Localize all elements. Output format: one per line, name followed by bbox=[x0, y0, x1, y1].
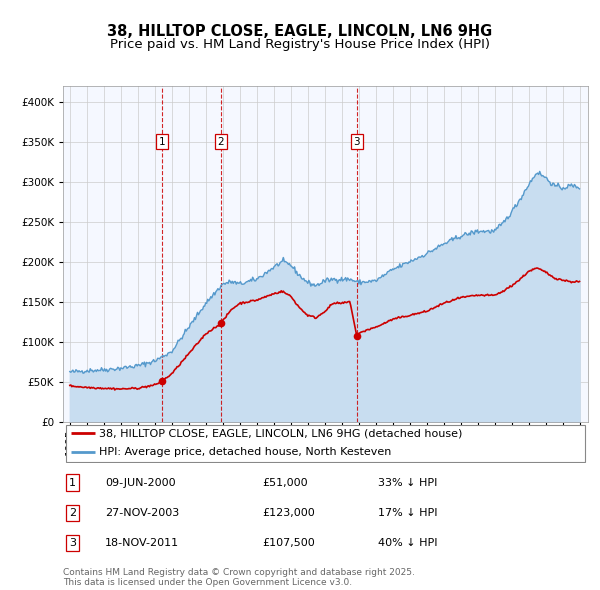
Text: £51,000: £51,000 bbox=[263, 477, 308, 487]
Text: 3: 3 bbox=[353, 137, 360, 146]
Text: 2: 2 bbox=[218, 137, 224, 146]
Text: 1: 1 bbox=[159, 137, 166, 146]
Text: 40% ↓ HPI: 40% ↓ HPI bbox=[378, 538, 437, 548]
Text: Price paid vs. HM Land Registry's House Price Index (HPI): Price paid vs. HM Land Registry's House … bbox=[110, 38, 490, 51]
Text: Contains HM Land Registry data © Crown copyright and database right 2025.
This d: Contains HM Land Registry data © Crown c… bbox=[63, 568, 415, 587]
Text: HPI: Average price, detached house, North Kesteven: HPI: Average price, detached house, Nort… bbox=[98, 447, 391, 457]
Text: 1: 1 bbox=[69, 477, 76, 487]
Text: £123,000: £123,000 bbox=[263, 508, 315, 518]
Text: £107,500: £107,500 bbox=[263, 538, 315, 548]
Text: 17% ↓ HPI: 17% ↓ HPI bbox=[378, 508, 437, 518]
Text: 18-NOV-2011: 18-NOV-2011 bbox=[105, 538, 179, 548]
Text: 38, HILLTOP CLOSE, EAGLE, LINCOLN, LN6 9HG: 38, HILLTOP CLOSE, EAGLE, LINCOLN, LN6 9… bbox=[107, 24, 493, 38]
Text: 09-JUN-2000: 09-JUN-2000 bbox=[105, 477, 176, 487]
Text: 33% ↓ HPI: 33% ↓ HPI bbox=[378, 477, 437, 487]
Text: 2: 2 bbox=[69, 508, 76, 518]
Text: 27-NOV-2003: 27-NOV-2003 bbox=[105, 508, 179, 518]
Text: 38, HILLTOP CLOSE, EAGLE, LINCOLN, LN6 9HG (detached house): 38, HILLTOP CLOSE, EAGLE, LINCOLN, LN6 9… bbox=[98, 428, 462, 438]
Text: 3: 3 bbox=[69, 538, 76, 548]
